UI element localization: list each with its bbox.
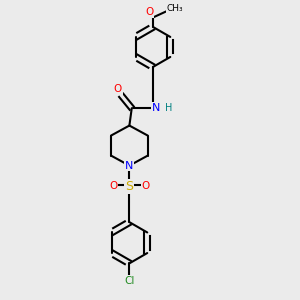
Text: H: H <box>165 103 172 113</box>
Text: CH₃: CH₃ <box>167 4 183 13</box>
Text: O: O <box>142 181 150 191</box>
Text: O: O <box>113 84 122 94</box>
Text: O: O <box>145 7 154 17</box>
Text: Cl: Cl <box>124 276 135 286</box>
Text: N: N <box>125 160 134 171</box>
Text: O: O <box>109 181 117 191</box>
Text: S: S <box>125 180 134 193</box>
Text: N: N <box>152 103 161 113</box>
